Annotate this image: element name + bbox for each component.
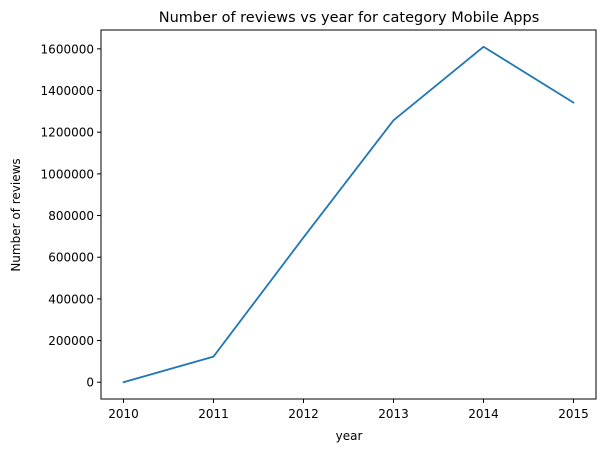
y-tick-label: 200000: [48, 334, 94, 348]
x-tick-label: 2013: [378, 407, 409, 421]
y-tick-label: 1200000: [41, 126, 94, 140]
x-tick-label: 2011: [198, 407, 229, 421]
series-line: [122, 45, 575, 384]
x-tick-label: 2015: [558, 407, 589, 421]
y-tick-label: 600000: [48, 251, 94, 265]
x-axis: 2010 2011 2012 2013 2014 2015: [108, 399, 589, 421]
y-tick-label: 1400000: [41, 84, 94, 98]
x-tick-label: 2012: [288, 407, 319, 421]
chart-title: Number of reviews vs year for category M…: [159, 10, 540, 26]
plot-area: [100, 29, 597, 400]
x-tick-label: 2010: [108, 407, 139, 421]
y-tick-label: 1600000: [41, 42, 94, 56]
y-tick-label: 400000: [48, 292, 94, 306]
y-tick-label: 0: [86, 376, 94, 390]
x-axis-label: year: [336, 429, 363, 443]
y-tick-label: 1000000: [41, 167, 94, 181]
x-tick-label: 2014: [468, 407, 499, 421]
y-axis: 0 200000 400000 600000 800000 1000000 1200000 1…: [41, 42, 101, 390]
y-axis-label: Number of reviews: [9, 158, 23, 271]
y-tick-label: 800000: [48, 209, 94, 223]
plot-frame: [100, 29, 597, 400]
